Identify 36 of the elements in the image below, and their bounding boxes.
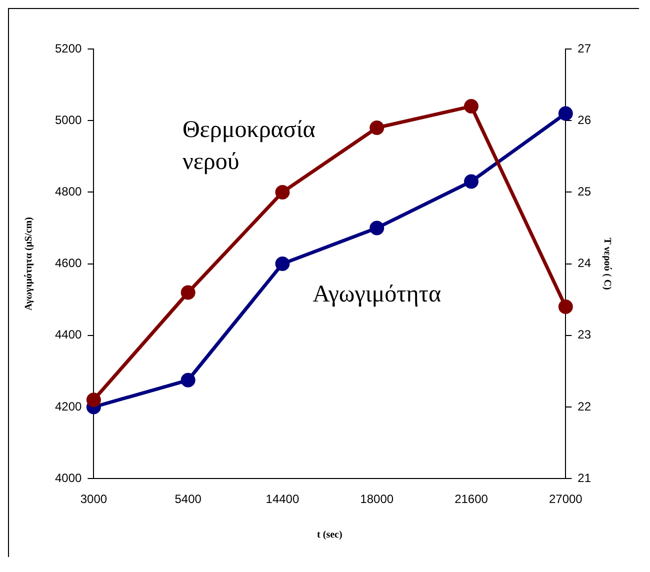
y-tick-label: 4400 xyxy=(54,328,82,342)
x-tick-label: 21600 xyxy=(454,492,488,506)
y2-tick-label: 24 xyxy=(578,256,592,270)
x-axis-title: t (sec) xyxy=(317,530,342,541)
y2-tick-label: 27 xyxy=(578,41,592,56)
y-tick-label: 4000 xyxy=(54,470,82,485)
series-label: Θερμοκρασία νερού xyxy=(182,117,316,176)
point xyxy=(558,106,573,121)
y-tick-label: 4200 xyxy=(54,399,82,414)
point xyxy=(180,285,196,300)
y2-axis-title: T νερού ( C) xyxy=(601,238,612,290)
y2-tick-label: 26 xyxy=(578,112,592,127)
point xyxy=(464,99,479,114)
x-tick-label: 27000 xyxy=(548,492,583,506)
x-tick-label: 5400 xyxy=(174,492,202,506)
point xyxy=(464,174,479,189)
x-tick-label: 14400 xyxy=(266,492,300,506)
point xyxy=(275,184,290,200)
point xyxy=(180,372,196,388)
y2-tick-label: 23 xyxy=(578,328,592,342)
y2-tick-label: 25 xyxy=(578,184,592,199)
y-tick-label: 5000 xyxy=(54,112,82,127)
point xyxy=(370,220,384,236)
x-tick-label: 18000 xyxy=(360,492,394,506)
y2-tick-label: 21 xyxy=(578,470,592,485)
y-tick-label: 4600 xyxy=(54,256,82,270)
series-label: Αγωγιμότητα xyxy=(312,281,442,308)
point xyxy=(558,300,573,314)
point xyxy=(370,120,384,136)
y2-tick-label: 22 xyxy=(578,399,592,414)
point xyxy=(86,392,101,408)
x-tick-label: 3000 xyxy=(80,492,108,506)
y-tick-label: 5200 xyxy=(54,41,82,56)
y-tick-label: 4800 xyxy=(54,184,82,199)
point xyxy=(275,256,290,272)
y-axis-title: Αγωγιμότητα (μS/cm) xyxy=(24,217,35,311)
